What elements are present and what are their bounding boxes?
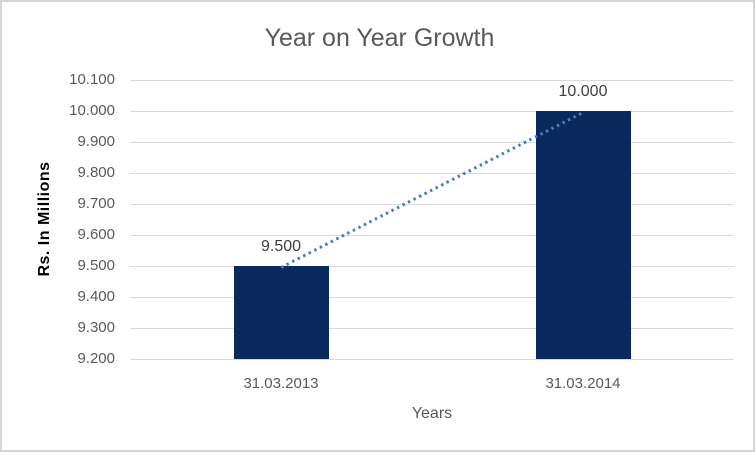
y-tick-label: 10.100 xyxy=(69,71,115,88)
y-tick-label: 9.800 xyxy=(77,164,115,181)
y-tick-label: 9.200 xyxy=(77,350,115,367)
x-category-label: 31.03.2014 xyxy=(545,375,621,392)
y-gridline xyxy=(130,79,734,81)
y-tick-label: 9.400 xyxy=(77,288,115,305)
y-tick-label: 10.000 xyxy=(69,102,115,119)
y-tick-label: 9.900 xyxy=(77,133,115,150)
y-gridline xyxy=(130,234,734,236)
y-gridline xyxy=(130,296,734,298)
y-tick-label: 9.600 xyxy=(77,226,115,243)
bar-data-label: 10.000 xyxy=(558,83,608,100)
y-gridline xyxy=(130,172,734,174)
x-category-label: 31.03.2013 xyxy=(243,375,319,392)
y-gridline xyxy=(130,358,734,360)
y-gridline xyxy=(130,110,734,112)
y-tick-label: 9.500 xyxy=(77,257,115,274)
y-gridline xyxy=(130,203,734,205)
y-gridline xyxy=(130,265,734,267)
chart-title: Year on Year Growth xyxy=(264,24,495,52)
y-gridline xyxy=(130,327,734,329)
x-axis-title: Years xyxy=(411,405,453,422)
y-tick-label: 9.300 xyxy=(77,319,115,336)
y-gridline xyxy=(130,141,734,143)
bar xyxy=(535,111,631,359)
bar xyxy=(233,266,329,359)
bar-data-label: 9.500 xyxy=(260,238,302,255)
y-tick-label: 9.700 xyxy=(77,195,115,212)
